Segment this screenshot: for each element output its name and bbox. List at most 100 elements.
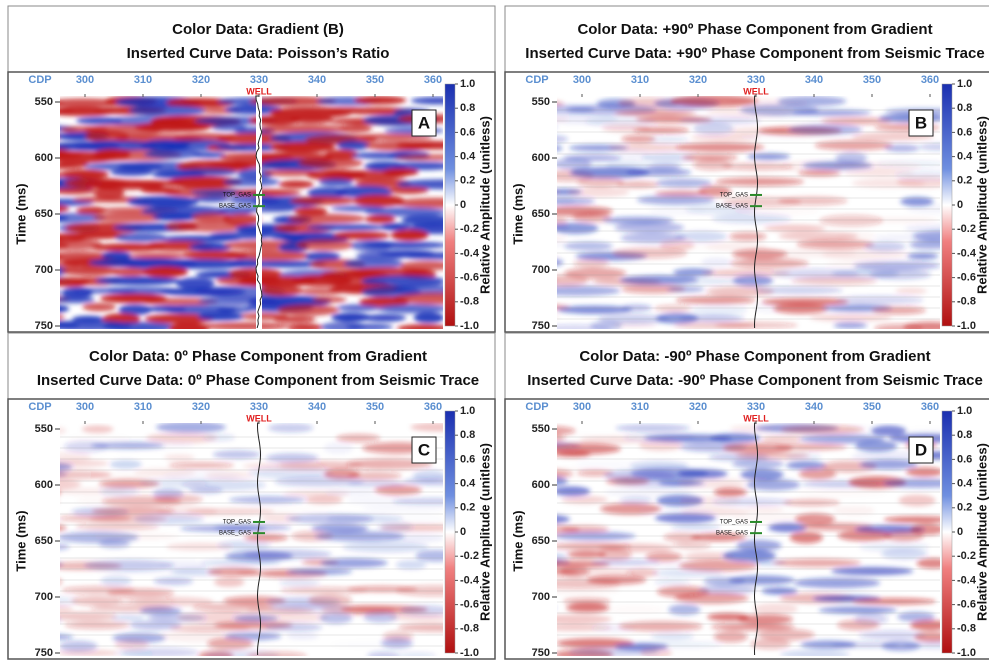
seismic-event [567,187,630,198]
colorbar-tick-label: -0.8 [957,623,976,635]
colorbar-tick-label: -0.8 [460,296,479,308]
seismic-event [60,314,65,320]
seismic-event [557,636,559,639]
seismic-event [246,651,307,656]
seismic-event [796,239,875,249]
seismic-event [557,469,573,479]
seismic-event [200,559,281,567]
seismic-event [146,432,218,444]
seismic-event [678,560,758,572]
seismic-event [394,154,443,161]
seismic-event [786,452,821,463]
colorbar-tick-label: 0 [957,199,963,211]
seismic-event [272,315,317,323]
seismic-event [777,96,847,107]
seismic-event [619,275,699,285]
seismic-event [640,647,672,656]
seismic-event [833,322,868,329]
panel-title: Color Data: -90º Phase Component from Gr… [579,348,930,365]
colorbar-tick-label: 1.0 [460,78,475,90]
annotation: BASE_GAS [716,531,748,537]
seismic-event [793,577,881,589]
seismic-event [398,623,443,632]
seismic-event [60,232,127,240]
seismic-event [286,568,353,575]
seismic-event [567,550,607,558]
seismic-event [410,96,443,105]
seismic-event [557,434,566,443]
seismic-event [872,233,940,241]
x-tick-label: 330 [747,401,765,413]
colorbar-tick-label: 0.4 [957,151,973,163]
colorbar [444,83,456,327]
seismic-event [60,291,61,294]
seismic-event [852,597,937,605]
seismic-event [166,98,236,108]
seismic-event [563,597,611,605]
seismic-event [395,560,427,570]
x-tick-label: 340 [308,401,326,413]
seismic-event [265,453,319,463]
x-tick-label: 350 [863,74,881,86]
seismic-blobs [60,96,443,329]
seismic-event [791,276,877,286]
seismic-event [773,558,862,567]
seismic-event [60,426,67,435]
seismic-event [346,458,433,470]
seismic-event [902,641,940,649]
seismic-event [715,177,805,186]
seismic-event [74,140,159,152]
seismic-event [557,451,591,458]
seismic-event [60,604,74,613]
seismic-event [598,549,632,561]
seismic-event [900,196,934,207]
y-tick-label: 550 [35,423,53,435]
seismic-event [128,252,189,259]
seismic-event [327,514,404,523]
seismic-event [645,552,683,562]
seismic-event [355,178,412,189]
seismic-event [859,459,918,470]
seismic-event [906,252,939,260]
seismic-event [153,494,203,504]
seismic-event [60,169,109,180]
colorbar-label: Relative Amplitude (unitless) [974,443,989,621]
seismic-event [690,304,748,316]
panel-letter-box [908,109,934,137]
seismic-event [667,286,705,293]
seismic-event [560,525,609,534]
seismic-event [324,149,359,160]
seismic-event [710,623,795,631]
seismic-image [60,96,443,329]
seismic-event [178,168,238,177]
x-tick-label: 350 [366,401,384,413]
seismic-event [213,577,245,587]
seismic-event [740,468,784,481]
colorbar-tick-label: 0.8 [957,429,972,441]
seismic-event [337,304,380,312]
seismic-event [575,460,637,468]
well-gap [256,96,262,329]
seismic-event [21,443,59,451]
seismic-event [685,204,758,215]
seismic-event [780,649,850,656]
seismic-event [403,477,443,486]
seismic-event [732,459,784,469]
seismic-event [600,503,662,515]
seismic-event [763,224,826,232]
seismic-event [557,614,612,624]
seismic-event [875,160,940,167]
well-curve [256,422,262,656]
seismic-event [312,296,347,303]
seismic-event [308,594,353,607]
seismic-event [177,220,250,233]
panel-letter-box [411,109,437,137]
x-tick-label: 310 [134,74,152,86]
seismic-event [569,166,650,179]
seismic-event [774,443,847,451]
seismic-event [82,302,117,312]
seismic-event [871,306,927,315]
seismic-event [380,223,411,231]
well-label: WELL [743,86,769,96]
x-tick-label: 330 [747,74,765,86]
